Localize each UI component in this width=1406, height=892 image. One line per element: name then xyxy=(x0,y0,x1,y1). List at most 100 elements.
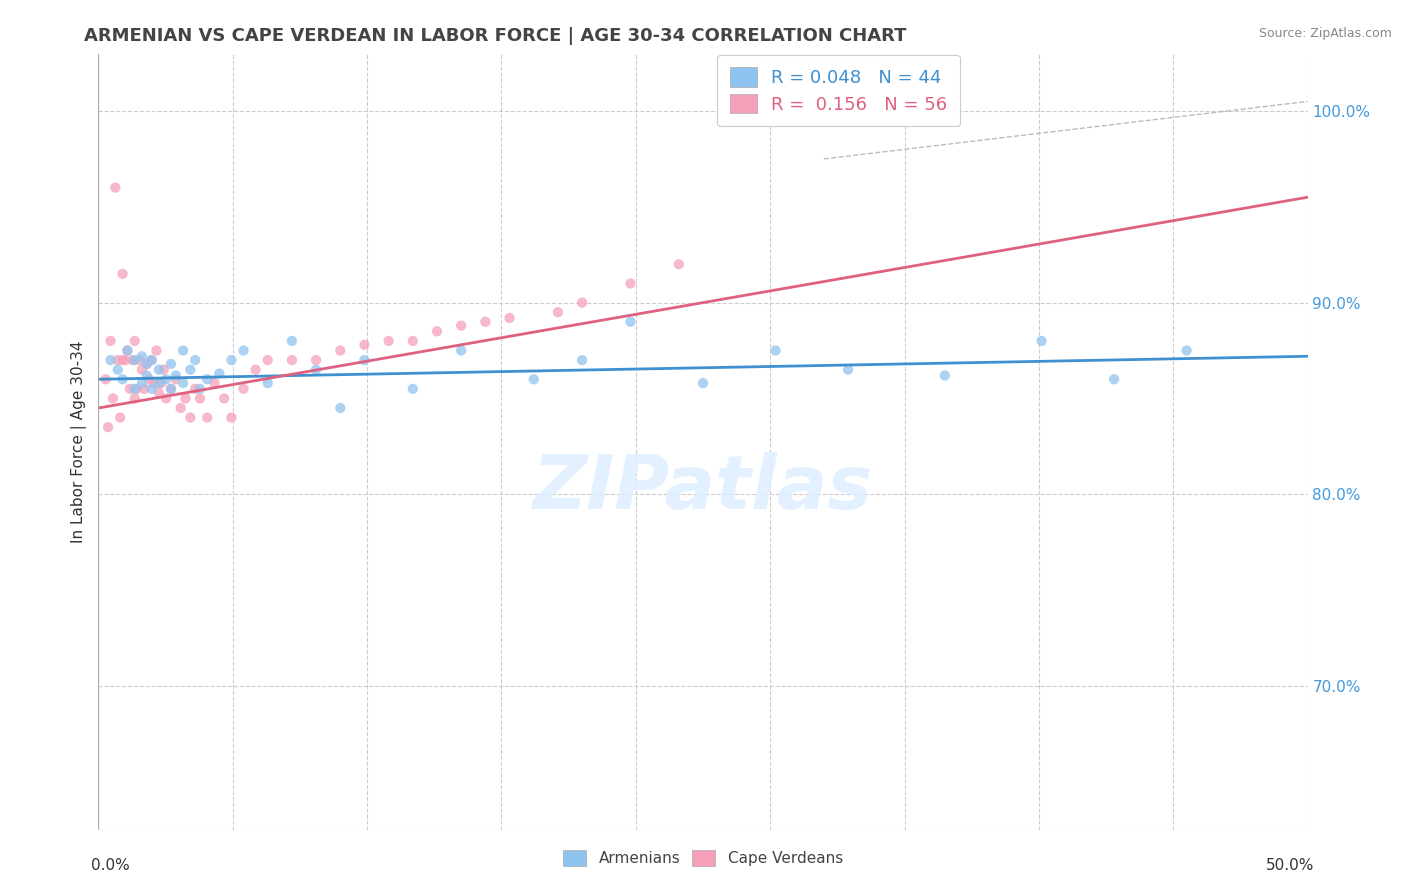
Point xyxy=(135,357,157,371)
Point xyxy=(160,382,183,396)
Point xyxy=(547,305,569,319)
Point xyxy=(111,267,134,281)
Point xyxy=(571,353,593,368)
Point xyxy=(305,362,328,376)
Point xyxy=(498,310,520,325)
Point xyxy=(474,315,496,329)
Point xyxy=(131,349,153,363)
Point xyxy=(188,382,211,396)
Point xyxy=(148,376,170,390)
Point xyxy=(172,376,194,390)
Point xyxy=(668,257,690,271)
Point xyxy=(619,315,641,329)
Point xyxy=(179,410,201,425)
Point xyxy=(165,372,187,386)
Point xyxy=(134,382,156,396)
Point xyxy=(124,334,146,348)
Point xyxy=(174,392,197,406)
Point xyxy=(208,367,231,381)
Point xyxy=(245,362,267,376)
Point xyxy=(179,362,201,376)
Point xyxy=(188,392,211,406)
Point xyxy=(232,343,254,358)
Point xyxy=(101,392,124,406)
Point xyxy=(169,401,191,415)
Point xyxy=(141,382,163,396)
Point xyxy=(221,410,243,425)
Point xyxy=(118,382,141,396)
Point xyxy=(329,401,352,415)
Point xyxy=(104,180,127,194)
Point xyxy=(195,372,218,386)
Point xyxy=(353,338,375,352)
Point xyxy=(281,353,304,368)
Point xyxy=(141,353,163,368)
Point xyxy=(152,362,174,376)
Point xyxy=(523,372,546,386)
Point xyxy=(111,353,134,368)
Point xyxy=(426,324,449,338)
Point xyxy=(1102,372,1125,386)
Point xyxy=(204,376,226,390)
Point xyxy=(281,334,304,348)
Point xyxy=(184,382,207,396)
Point xyxy=(1175,343,1198,358)
Point xyxy=(305,353,328,368)
Text: Source: ZipAtlas.com: Source: ZipAtlas.com xyxy=(1258,27,1392,40)
Point xyxy=(172,343,194,358)
Point xyxy=(143,376,166,390)
Point xyxy=(155,392,177,406)
Point xyxy=(124,382,146,396)
Point xyxy=(97,420,120,434)
Text: ARMENIAN VS CAPE VERDEAN IN LABOR FORCE | AGE 30-34 CORRELATION CHART: ARMENIAN VS CAPE VERDEAN IN LABOR FORCE … xyxy=(84,27,907,45)
Point xyxy=(256,353,278,368)
Y-axis label: In Labor Force | Age 30-34: In Labor Force | Age 30-34 xyxy=(72,340,87,543)
Point xyxy=(135,368,157,383)
Point xyxy=(111,372,134,386)
Point xyxy=(121,353,143,368)
Text: 0.0%: 0.0% xyxy=(91,858,131,873)
Point xyxy=(212,392,235,406)
Point xyxy=(160,382,183,396)
Point xyxy=(329,343,352,358)
Point xyxy=(692,376,714,390)
Point xyxy=(402,334,425,348)
Point xyxy=(107,362,129,376)
Point xyxy=(377,334,399,348)
Point xyxy=(124,392,146,406)
Point xyxy=(195,410,218,425)
Point xyxy=(155,372,177,386)
Point xyxy=(135,357,157,371)
Point xyxy=(160,357,183,371)
Point xyxy=(145,343,167,358)
Point xyxy=(837,362,859,376)
Point xyxy=(100,353,122,368)
Text: 50.0%: 50.0% xyxy=(1267,858,1315,873)
Point xyxy=(256,376,278,390)
Point xyxy=(141,353,163,368)
Point xyxy=(221,353,243,368)
Point xyxy=(127,382,149,396)
Point xyxy=(450,343,472,358)
Point xyxy=(232,382,254,396)
Point xyxy=(148,362,170,376)
Point xyxy=(128,353,150,368)
Point xyxy=(114,353,136,368)
Point xyxy=(402,382,425,396)
Point xyxy=(131,376,153,390)
Legend: Armenians, Cape Verdeans: Armenians, Cape Verdeans xyxy=(557,844,849,872)
Point xyxy=(117,343,139,358)
Point xyxy=(571,295,593,310)
Point xyxy=(124,353,146,368)
Text: ZIPatlas: ZIPatlas xyxy=(533,451,873,524)
Point xyxy=(107,353,129,368)
Point xyxy=(165,368,187,383)
Point xyxy=(138,372,160,386)
Point xyxy=(353,353,375,368)
Point xyxy=(117,343,139,358)
Point xyxy=(108,410,131,425)
Point xyxy=(1031,334,1053,348)
Point xyxy=(934,368,956,383)
Point xyxy=(131,362,153,376)
Point xyxy=(94,372,117,386)
